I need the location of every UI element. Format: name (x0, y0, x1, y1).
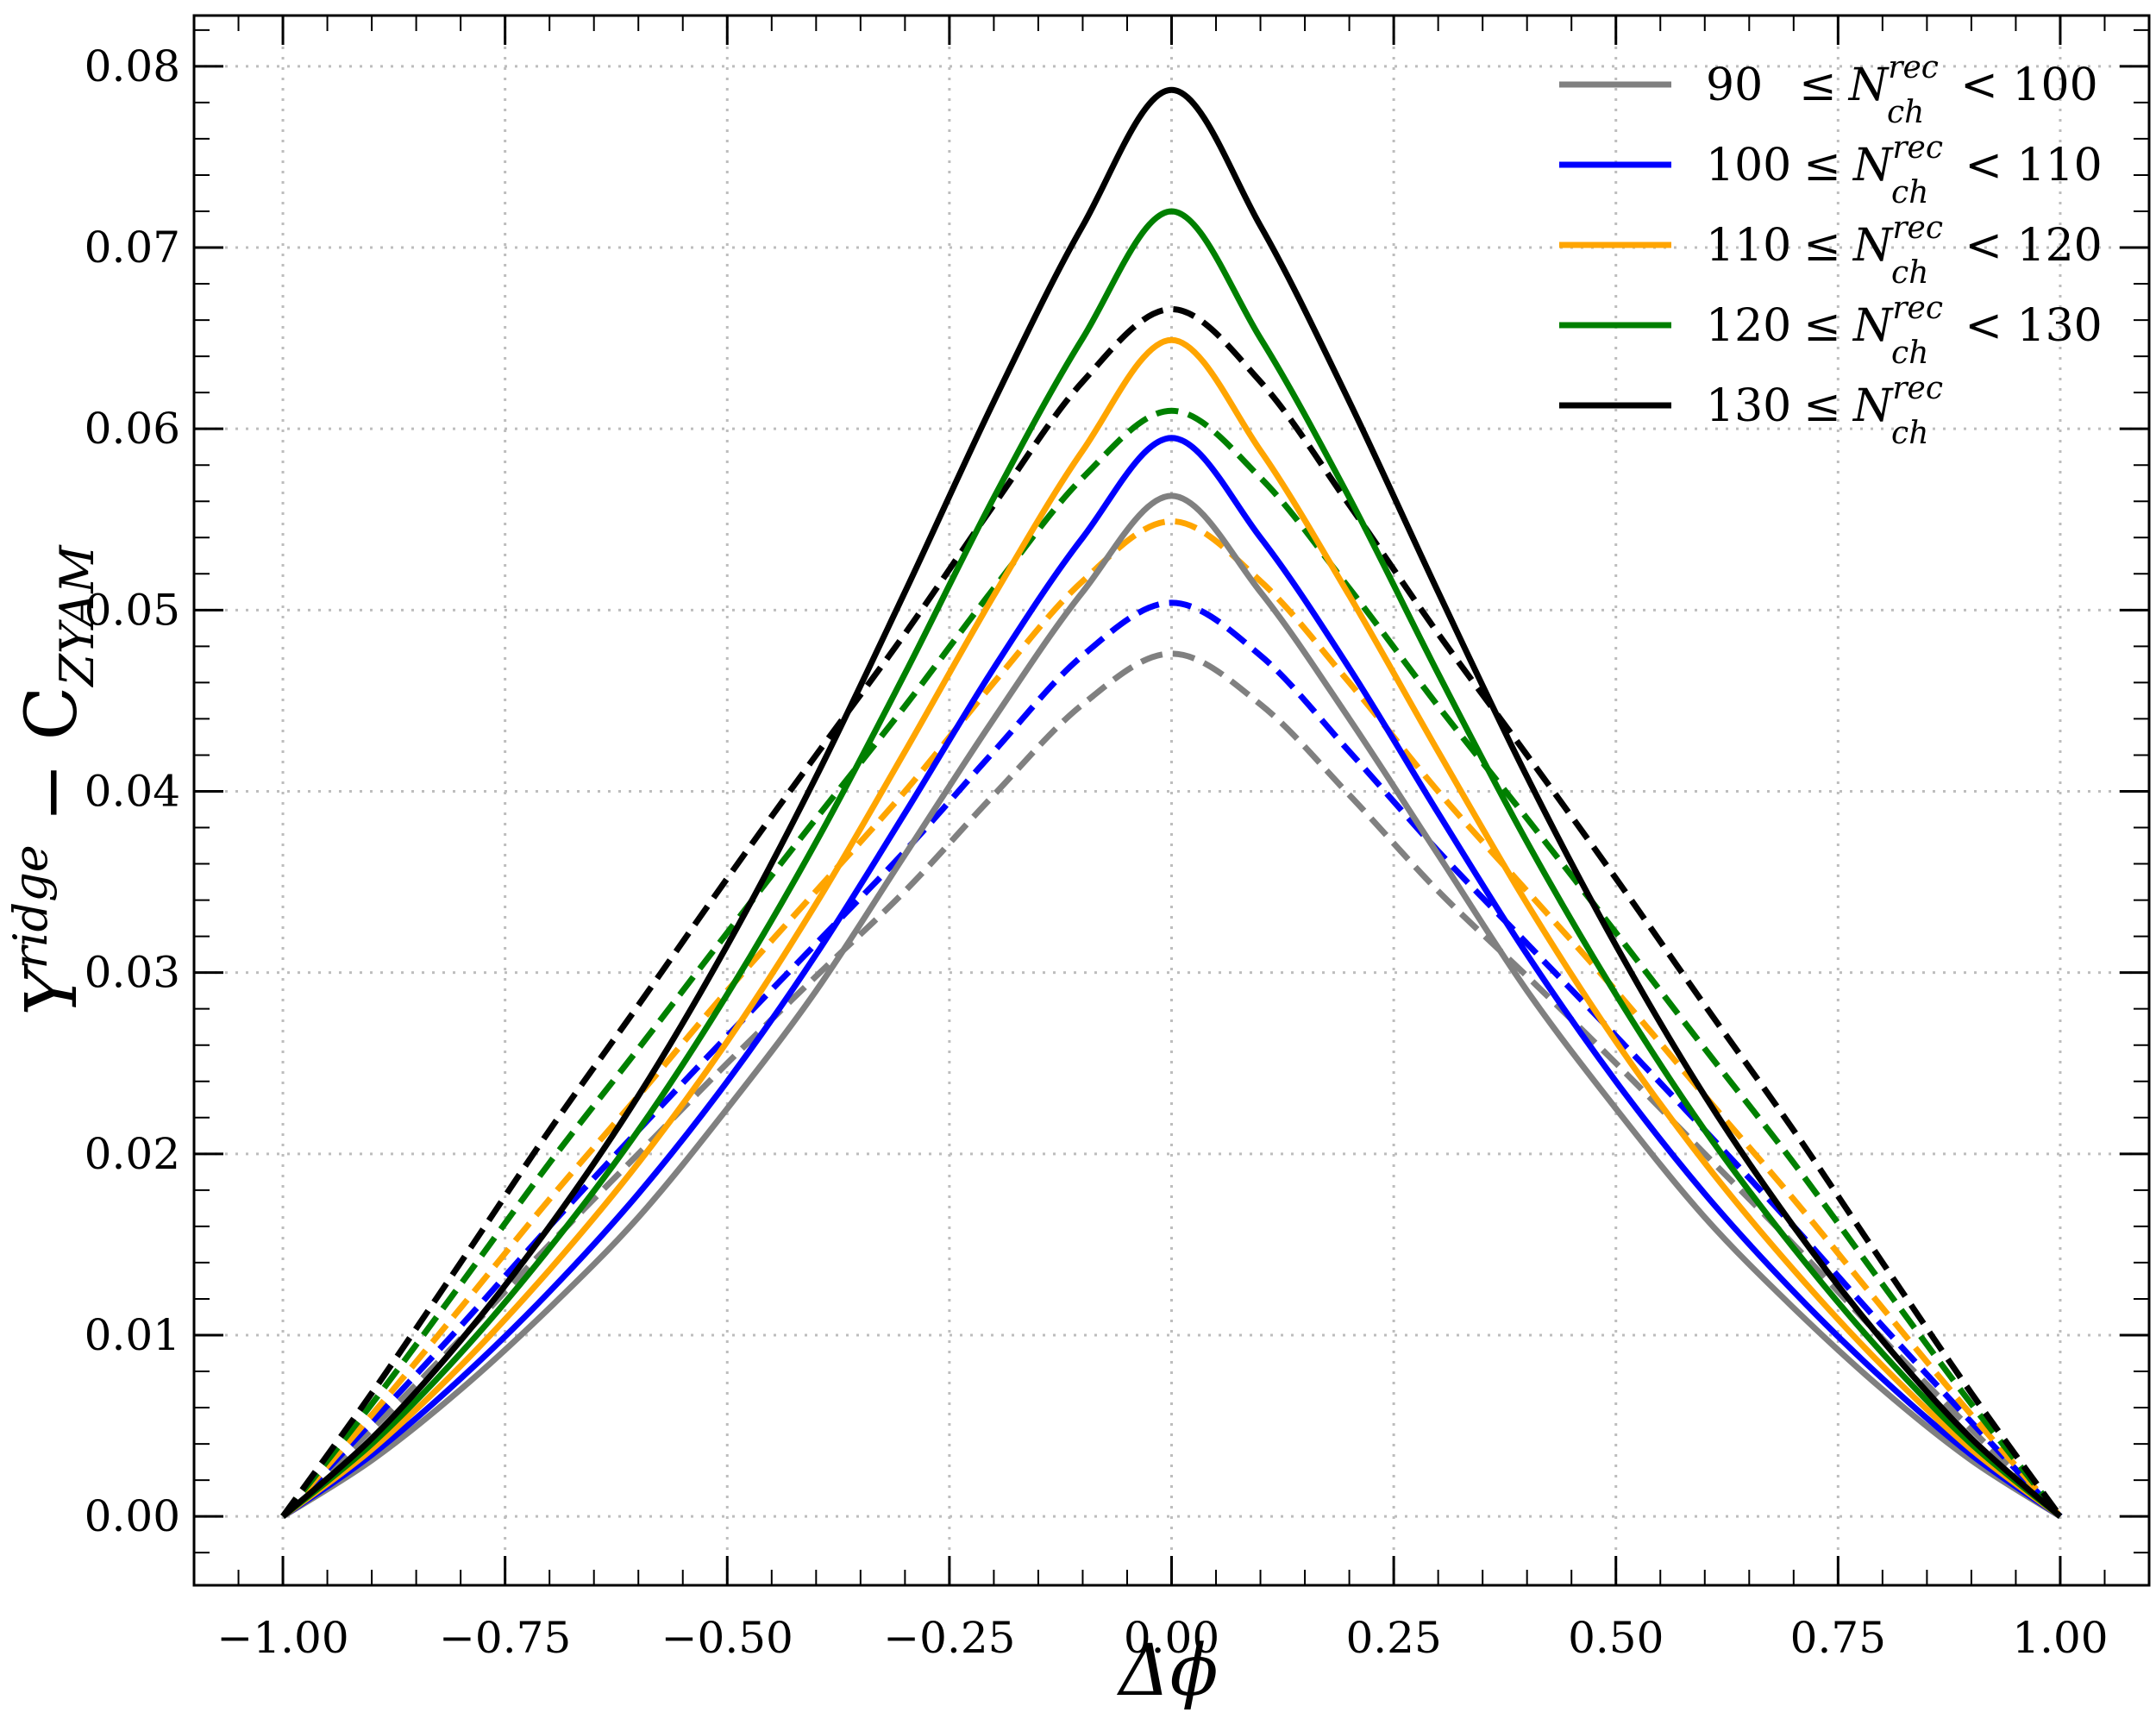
series-lines (280, 86, 2063, 1520)
x-axis-label: Δϕ (1116, 1630, 1218, 1712)
legend-label-0: 90 ≤ Nrec ch< 100 (1706, 50, 2098, 130)
legend-label-2: 110 ≤ Nrec ch< 120 (1706, 210, 2103, 291)
y-tick-label: 0.05 (85, 585, 180, 635)
legend-label-1: 100 ≤ Nrec ch< 110 (1706, 130, 2103, 210)
y-axis-label-minus: − C (11, 687, 93, 845)
y-axis-label: Yridge − CZYAM (3, 544, 104, 1016)
series-line-solid-4 (280, 86, 2063, 1519)
x-tick-label: 0.00 (1124, 1613, 1219, 1663)
y-tick-label: 0.06 (85, 404, 180, 454)
x-tick-label: 0.50 (1568, 1613, 1664, 1663)
x-tick-label: −1.00 (216, 1613, 348, 1663)
y-tick-label: 0.03 (85, 948, 180, 998)
y-axis-label-sup: ridge (3, 844, 58, 969)
series-line-dashed-6 (280, 599, 2063, 1519)
y-tick-label: 0.07 (85, 223, 180, 273)
y-tick-label: 0.02 (85, 1129, 180, 1179)
series-line-dashed-7 (280, 518, 2063, 1519)
y-tick-label: 0.01 (85, 1310, 180, 1360)
x-tick-label: −0.75 (439, 1613, 571, 1663)
y-tick-label: 0.04 (85, 766, 180, 816)
y-tick-label: 0.00 (85, 1491, 180, 1541)
series-line-solid-2 (280, 336, 2063, 1519)
legend-label-3: 120 ≤ Nrec ch< 130 (1706, 291, 2103, 371)
x-tick-label: 0.75 (1790, 1613, 1886, 1663)
x-tick-label: −0.50 (661, 1613, 793, 1663)
legend-label-4: 130 ≤ Nrec ch (1706, 371, 1943, 451)
series-line-dashed-8 (280, 407, 2063, 1519)
series-line-solid-1 (281, 435, 2062, 1519)
y-axis-label-base: Y (11, 963, 93, 1016)
tick-labels: −1.00 −0.75 −0.50 −0.25 0.00 0.25 0.50 0.75 1.00… (85, 41, 2109, 1663)
series-line-dashed-9 (280, 306, 2063, 1519)
x-tick-label: 0.25 (1345, 1613, 1441, 1663)
y-tick-label: 0.08 (85, 41, 180, 91)
x-tick-label: −0.25 (883, 1613, 1015, 1663)
series-line-solid-3 (280, 208, 2063, 1519)
series-line-solid-0 (281, 492, 2062, 1520)
axes (192, 14, 2151, 1587)
y-axis-label-sub: ZYAM (50, 544, 104, 688)
x-tick-label: 1.00 (2012, 1613, 2108, 1663)
